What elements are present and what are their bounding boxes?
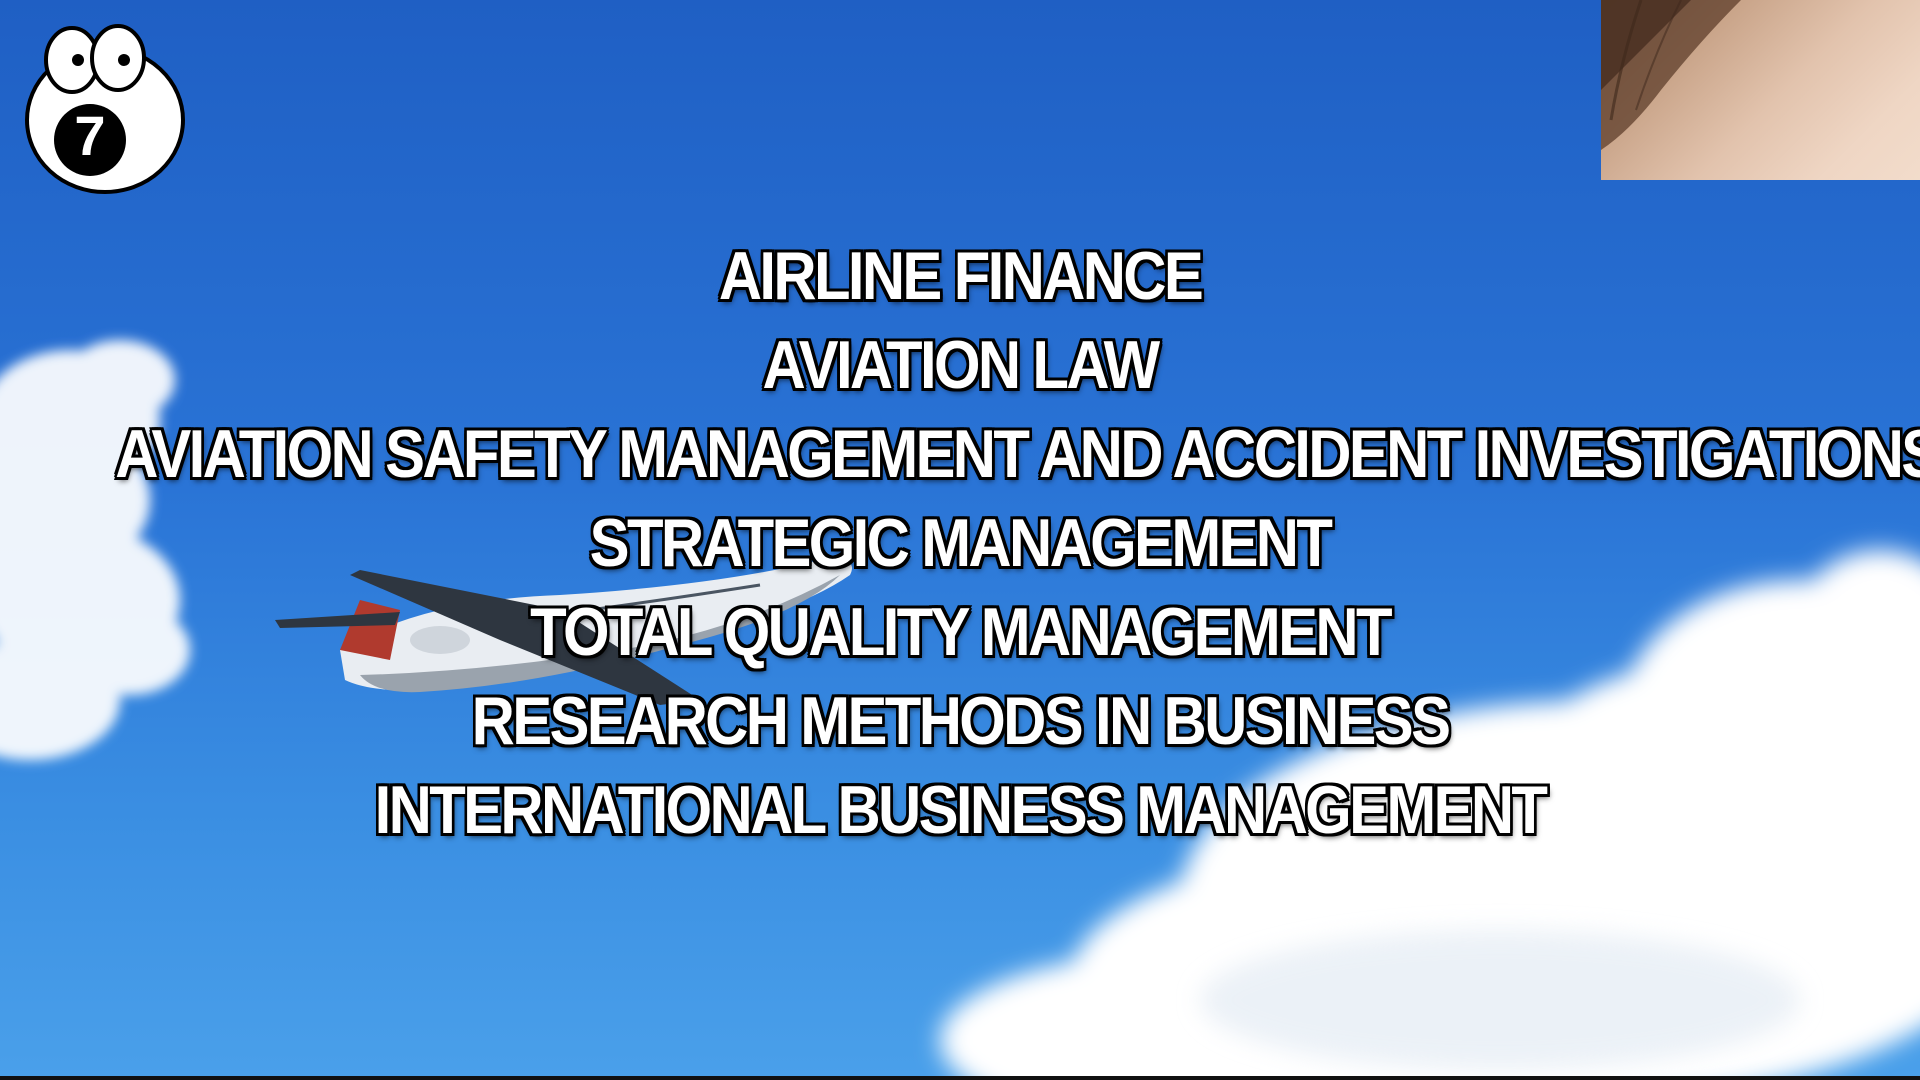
- course-item: STRATEGIC MANAGEMENT: [589, 505, 1333, 581]
- channel-logo: [25, 24, 185, 194]
- webcam-overlay: [1601, 0, 1920, 180]
- logo-badge-number: 7: [74, 104, 106, 167]
- course-list: AIRLINE FINANCE AVIATION LAW AVIATION SA…: [0, 232, 1920, 855]
- bottom-bar: [0, 1076, 1920, 1080]
- course-item: AVIATION LAW: [762, 327, 1161, 403]
- cloud-left: [0, 340, 190, 760]
- course-item: RESEARCH METHODS IN BUSINESS: [471, 683, 1451, 759]
- course-item: INTERNATIONAL BUSINESS MANAGEMENT: [374, 772, 1548, 848]
- course-item: TOTAL QUALITY MANAGEMENT: [530, 594, 1392, 670]
- course-item: AIRLINE FINANCE: [718, 238, 1204, 314]
- airplane: [275, 559, 852, 705]
- course-item: AVIATION SAFETY MANAGEMENT AND ACCIDENT …: [115, 416, 1920, 492]
